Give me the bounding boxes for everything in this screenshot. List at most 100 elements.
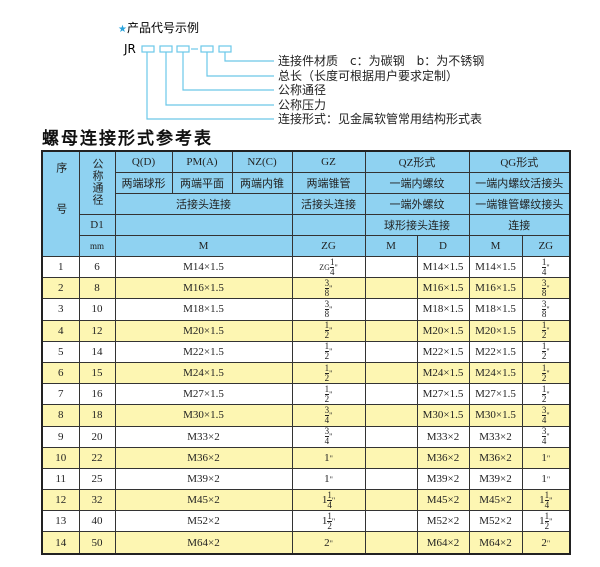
header-cell: mm: [78, 235, 116, 257]
header-cell: 一端锥管螺纹接头: [468, 193, 571, 215]
zg-denominator: 8: [324, 287, 330, 298]
zg-prefix: ZG: [319, 262, 330, 272]
thread-zg: 3 4 ": [291, 404, 366, 427]
zg-whole: 1: [321, 514, 328, 527]
row-number: 7: [41, 383, 80, 406]
thread-m: M20×1.5: [114, 319, 293, 342]
table-row: 2 8 M16×1.5 3 8 " M16×1.5 M16×1.5 3 8 ": [41, 277, 571, 300]
header-cell: 活接头连接: [291, 193, 366, 215]
qz-d: M16×1.5: [416, 277, 470, 300]
qz-d: M14×1.5: [416, 255, 470, 279]
table-row: 7 16 M27×1.5 1 2 " M27×1.5 M27×1.5 1 2 ": [41, 383, 571, 406]
zg-denominator: 2: [541, 330, 547, 341]
zg-denominator: 4: [324, 414, 330, 425]
table-row: 5 14 M22×1.5 1 2 " M22×1.5 M22×1.5 1 2 ": [41, 340, 571, 363]
qz-m: [364, 489, 418, 512]
thread-zg: 1": [291, 467, 366, 491]
zg-numerator: 3: [541, 298, 547, 310]
inch-mark: ": [329, 326, 333, 336]
thread-m: M45×2: [114, 489, 293, 512]
qg-m: M39×2: [468, 467, 523, 491]
table-row: 10 22 M36×2 1" M36×2 M36×2 1": [41, 446, 571, 469]
inch-mark: ": [546, 432, 550, 442]
header-cell: 两端平面: [171, 172, 233, 194]
nominal-diameter: 32: [78, 489, 116, 512]
row-number: 2: [41, 277, 80, 300]
qg-zg: 3 4 ": [521, 425, 571, 448]
header-cell: Q(D): [114, 150, 173, 173]
header-cell: 活接头连接: [114, 193, 293, 215]
nominal-diameter: 18: [78, 404, 116, 427]
row-number: 10: [41, 446, 80, 469]
qz-d: M22×1.5: [416, 340, 470, 363]
diagram-heading-text: 产品代号示例: [126, 21, 199, 35]
table-row: 3 10 M18×1.5 3 8 " M18×1.5 M18×1.5 3 8 ": [41, 298, 571, 321]
qg-m: M52×2: [468, 510, 523, 533]
thread-m: M14×1.5: [114, 255, 293, 279]
thread-zg: 1 1 4 ": [291, 489, 366, 512]
qg-m: M20×1.5: [468, 319, 523, 342]
table-row: 11 25 M39×2 1" M39×2 M39×2 1": [41, 467, 571, 491]
qg-m: M64×2: [468, 531, 523, 555]
zg-numerator: 3: [324, 298, 330, 310]
qg-m: M30×1.5: [468, 404, 523, 427]
header-cell: QG形式: [468, 150, 571, 173]
zg-numerator: 1: [329, 256, 335, 268]
qz-d: M39×2: [416, 467, 470, 491]
header-cell: 一端内螺纹活接头: [468, 172, 571, 194]
qz-m: [364, 425, 418, 448]
row-number: 3: [41, 298, 80, 321]
thread-m: M27×1.5: [114, 383, 293, 406]
table-row: 13 40 M52×2 1 1 2 " M52×2 M52×2 1 1 2 ": [41, 510, 571, 533]
zg-denominator: 2: [541, 351, 547, 362]
inch-mark: ": [329, 410, 333, 420]
qg-zg: 3 8 ": [521, 277, 571, 300]
table-title: 螺母连接形式参考表: [42, 129, 213, 149]
qz-m: [364, 340, 418, 363]
header-cell: M: [364, 235, 418, 257]
row-number: 14: [41, 531, 80, 555]
label-diameter: 公称通径: [278, 83, 327, 97]
zg-whole: 2: [324, 536, 330, 549]
nominal-diameter: 6: [78, 255, 116, 279]
inch-mark: ": [334, 262, 338, 272]
thread-zg: 3 4 ": [291, 425, 366, 448]
zg-denominator: 8: [324, 308, 330, 319]
zg-denominator: 4: [541, 436, 547, 447]
inch-mark: ": [546, 326, 550, 336]
zg-denominator: 4: [541, 266, 547, 277]
qg-m: M16×1.5: [468, 277, 523, 300]
qz-m: [364, 510, 418, 533]
qz-d: M45×2: [416, 489, 470, 512]
star-icon: ★: [118, 24, 127, 35]
thread-m: M33×2: [114, 425, 293, 448]
qg-zg: 3 4 ": [521, 404, 571, 427]
zg-denominator: 4: [544, 499, 550, 510]
thread-zg: 3 8 ": [291, 277, 366, 300]
header-cell: PM(A): [171, 150, 233, 173]
header-seq-text: 序号: [54, 161, 67, 244]
inch-mark: ": [329, 368, 333, 378]
qz-m: [364, 361, 418, 385]
zg-numerator: 1: [544, 489, 550, 501]
inch-mark: ": [329, 305, 333, 314]
nominal-diameter: 14: [78, 340, 116, 363]
zg-denominator: 4: [541, 414, 547, 425]
thread-zg: 1 2 ": [291, 340, 366, 363]
inch-mark: ": [329, 283, 333, 293]
inch-mark: ": [546, 410, 550, 420]
qg-m: M24×1.5: [468, 361, 523, 385]
qg-zg: 1 2 ": [521, 319, 571, 342]
row-number: 12: [41, 489, 80, 512]
zg-numerator: 3: [324, 426, 330, 438]
header-cell: 两端锥管: [291, 172, 366, 194]
code-lines: [141, 45, 274, 120]
thread-zg: 1 1 2 ": [291, 510, 366, 533]
zg-numerator: 1: [544, 510, 550, 522]
thread-zg: 1 2 ": [291, 319, 366, 342]
label-connection: 连接形式：见金属软管常用结构形式表: [278, 112, 483, 126]
inch-mark: ": [546, 305, 550, 314]
nominal-diameter: 20: [78, 425, 116, 448]
inch-mark: ": [546, 283, 550, 293]
